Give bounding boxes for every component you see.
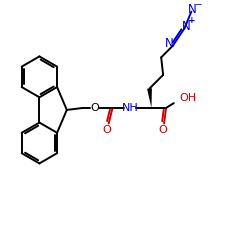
Text: N: N — [188, 3, 197, 16]
Text: −: − — [194, 0, 202, 8]
Text: N: N — [164, 37, 173, 50]
Text: OH: OH — [180, 93, 197, 103]
Text: O: O — [102, 125, 111, 135]
Text: NH: NH — [122, 103, 138, 113]
Text: O: O — [91, 103, 100, 113]
Text: O: O — [159, 125, 168, 135]
Text: +: + — [188, 16, 196, 25]
Text: N: N — [182, 20, 191, 33]
Polygon shape — [147, 88, 152, 108]
